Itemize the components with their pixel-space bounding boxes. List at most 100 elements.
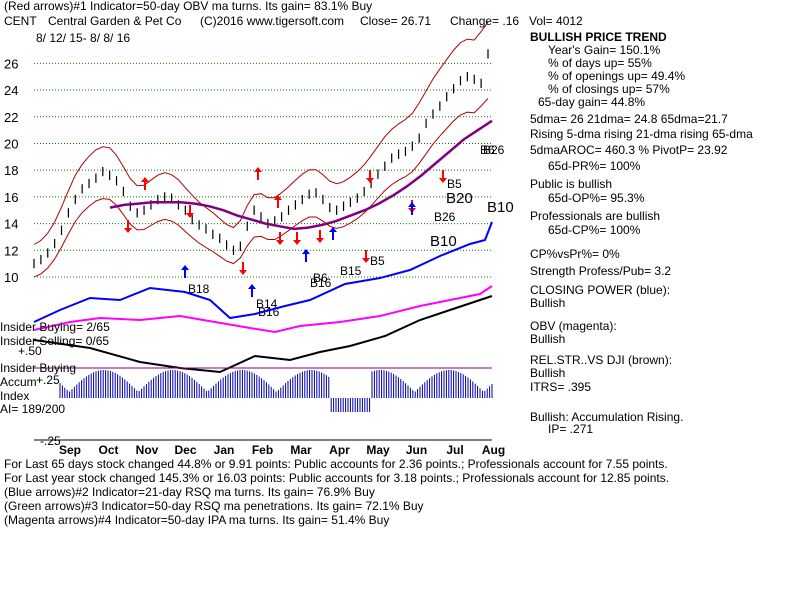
company-name: Central Garden & Pet Co xyxy=(48,14,182,28)
y-tick-label: 20 xyxy=(4,136,18,151)
insider-selling-count: Insider Selling= 0/65 xyxy=(0,334,110,348)
insider-buying-count: Insider Buying= 2/65 xyxy=(0,320,110,334)
closing-power-line xyxy=(33,221,493,323)
change-value: Change= .16 xyxy=(450,14,520,28)
accum-label: Accum xyxy=(0,375,37,389)
date-range: 8/ 12/ 15- 8/ 8/ 16 xyxy=(36,31,131,45)
footer-year: For Last year stock changed 145.3% or 16… xyxy=(4,471,670,485)
y-tick-label: 16 xyxy=(4,190,18,205)
signal-label: B20 xyxy=(446,190,473,207)
signal-arrow-head xyxy=(316,238,324,243)
lower-band xyxy=(33,98,489,278)
signal-arrows xyxy=(124,167,447,297)
signal-arrow-head xyxy=(302,249,310,254)
signal-arrow-head xyxy=(362,258,370,263)
footer-magenta-arrows: (Magenta arrows)#4 Indicator=50-day IPA … xyxy=(4,513,390,527)
x-axis: Sep Oct Nov Dec Jan Feb Mar Apr May Jun Jul Aug xyxy=(34,439,505,457)
y-tick-label: 22 xyxy=(4,110,18,125)
price-grid xyxy=(34,62,492,278)
closing-power-path xyxy=(33,221,493,323)
y-axis-labels: 10 12 14 16 18 20 22 24 26 xyxy=(4,56,18,285)
signal-arrow-head xyxy=(329,227,337,232)
gain-65: 65-day gain= 44.8% xyxy=(538,95,646,109)
pr-65: 65d-PR%= 100% xyxy=(548,159,641,173)
accumulation-status: Bullish: Accumulation Rising. xyxy=(530,410,684,424)
signal-arrow-head xyxy=(186,213,194,218)
close-value: Close= 26.71 xyxy=(360,14,432,28)
x-tick-label: Jul xyxy=(446,443,463,457)
closing-power-label: CLOSING POWER (blue): xyxy=(530,283,671,297)
itrs-value: ITRS= .395 xyxy=(530,380,592,394)
obv-status: Bullish xyxy=(530,332,566,346)
x-tick-label: Jun xyxy=(406,443,427,457)
ma65-line xyxy=(109,119,493,231)
cp-65: 65d-CP%= 100% xyxy=(548,223,641,237)
y-tick-label: 26 xyxy=(4,56,18,71)
relstr-path xyxy=(33,295,493,374)
signal-label: B5 xyxy=(370,254,385,268)
x-tick-label: Apr xyxy=(329,443,350,457)
rising-dma: Rising 5-dma rising 21-dma rising 65-dma xyxy=(530,127,753,141)
signal-arrow-head xyxy=(254,167,262,172)
relstr-status: Bullish xyxy=(530,366,566,380)
x-tick-label: Aug xyxy=(482,443,505,457)
pros-status: Professionals are bullish xyxy=(530,209,661,223)
signal-label: B10 xyxy=(487,199,514,216)
x-tick-label: Dec xyxy=(174,443,196,457)
strength-ratio: Strength Profess/Pub= 3.2 xyxy=(530,264,672,278)
days-up: % of days up= 55% xyxy=(548,56,652,70)
upper-band xyxy=(33,21,489,245)
signal-arrow-head xyxy=(366,178,374,183)
x-tick-label: Oct xyxy=(98,443,118,457)
signal-label: B5 xyxy=(447,177,462,191)
y-tick-label: 10 xyxy=(4,270,18,285)
dma-values: 5dma= 26 21dma= 24.8 65dma=21.7 xyxy=(530,112,728,126)
relative-strength-line xyxy=(33,295,493,374)
signal-arrow-head xyxy=(141,177,149,182)
index-label: Index xyxy=(0,389,30,403)
obv-label: OBV (magenta): xyxy=(530,319,617,333)
x-tick-label: Feb xyxy=(252,443,273,457)
x-tick-label: May xyxy=(366,443,390,457)
y-tick-label: 12 xyxy=(4,243,18,258)
closings-up: % of closings up= 57% xyxy=(548,82,670,96)
signal-label: B6 xyxy=(313,271,328,285)
copyright: (C)2016 www.tigersoft.com xyxy=(200,14,345,28)
signal-arrow-head xyxy=(181,265,189,270)
signal-arrow-head xyxy=(239,270,247,275)
y-tick-label: 24 xyxy=(4,83,18,98)
signal-arrow-head xyxy=(124,228,132,233)
signal-label: B18 xyxy=(188,282,210,296)
aroc-pivot: 5dmaAROC= 460.3 % PivotP= 23.92 xyxy=(530,143,728,157)
volume-value: Vol= 4012 xyxy=(529,14,583,28)
signal-label: B14 xyxy=(256,297,278,311)
trend-title: BULLISH PRICE TREND xyxy=(530,30,667,44)
y-tick-label: 14 xyxy=(4,217,18,232)
x-tick-label: Mar xyxy=(290,443,312,457)
ai-value: AI= 189/200 xyxy=(0,402,66,416)
scale-plus-50: +.50 xyxy=(18,344,42,358)
public-status: Public is bullish xyxy=(530,177,613,191)
obv-path xyxy=(33,285,493,334)
accumulation-index xyxy=(34,367,493,412)
signal-label: B26 xyxy=(434,210,456,224)
closing-power-status: Bullish xyxy=(530,296,566,310)
signal-label: B15 xyxy=(340,264,362,278)
openings-up: % of openings up= 49.4% xyxy=(548,69,686,83)
ip-value: IP= .271 xyxy=(548,422,594,436)
signal-arrow-head xyxy=(276,240,284,245)
indicator-1-line: (Red arrows)#1 Indicator=50-day OBV ma t… xyxy=(4,0,373,13)
x-tick-label: Nov xyxy=(136,443,159,457)
signal-label: B10 xyxy=(430,233,457,250)
scale-plus-25: +.25 xyxy=(36,373,60,387)
insider-buying-label: Insider Buying xyxy=(0,361,77,375)
signal-label: B26 xyxy=(483,143,505,157)
footer-blue-arrows: (Blue arrows)#2 Indicator=21-day RSQ ma … xyxy=(4,485,375,499)
x-tick-label: Jan xyxy=(214,443,235,457)
footer-green-arrows: (Green arrows)#3 Indicator=50-day RSQ ma… xyxy=(4,499,424,513)
ticker: CENT xyxy=(4,14,37,28)
y-tick-label: 18 xyxy=(4,163,18,178)
signal-arrow-head xyxy=(439,178,447,183)
signal-arrow-head xyxy=(293,240,301,245)
